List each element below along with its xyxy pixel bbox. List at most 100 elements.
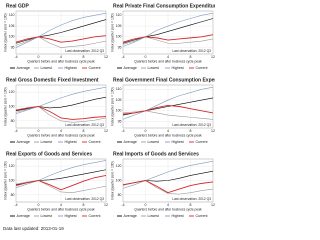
legend-label: Average (17, 140, 30, 144)
y-axis-label: Index (quarter zero = 100) (3, 161, 7, 199)
y-tick-label: 110 (116, 13, 122, 17)
series-line (122, 36, 214, 45)
legend-label: Average (17, 214, 30, 218)
y-tick-label: 120 (9, 90, 15, 94)
y-axis-label: Index (quarter zero = 100) (3, 13, 7, 51)
series-line (15, 180, 107, 193)
legend-label: Current (89, 140, 101, 144)
y-tick-label: 100 (9, 104, 15, 108)
legend-label: Highest (172, 66, 184, 70)
legend-label: Current (196, 214, 208, 218)
series-line (122, 18, 214, 44)
legend-label: Lowest (41, 214, 52, 218)
x-tick-label: 0 (145, 203, 147, 207)
y-axis-label: Index (quarter zero = 100) (110, 87, 114, 125)
y-tick-label: 105 (116, 98, 122, 102)
legend-label: Highest (65, 214, 77, 218)
series-line (122, 110, 214, 120)
legend-label: Current (196, 140, 208, 144)
chart-title: Real GDP (6, 3, 29, 9)
x-tick-label: 12 (211, 203, 215, 207)
chart-title: Real Gross Domestic Fixed Investment (6, 77, 99, 83)
y-axis-label: Index (quarter zero = 100) (3, 87, 7, 125)
series-line (122, 86, 214, 120)
x-tick-label: 0 (145, 55, 147, 59)
y-tick-label: 95 (118, 119, 122, 123)
x-axis-label: Quarters before and after business cycle… (27, 207, 95, 211)
y-tick-label: 120 (9, 164, 15, 168)
annotation: Last observation: 2012 Q3 (65, 49, 104, 53)
x-tick-label: 0 (145, 129, 147, 133)
legend-label: Current (89, 214, 101, 218)
series-line (15, 35, 107, 43)
annotation: Last observation: 2012 Q3 (172, 123, 211, 127)
series-line (15, 19, 107, 44)
x-axis-label: Quarters before and after business cycle… (27, 133, 95, 137)
series-line (122, 104, 214, 115)
chart-title: Real Imports of Goods and Services (113, 151, 199, 157)
series-line (15, 96, 107, 112)
y-tick-label: 100 (9, 178, 15, 182)
y-tick-label: 80 (11, 119, 15, 123)
x-tick-label: 4 (60, 129, 62, 133)
legend-label: Highest (65, 140, 77, 144)
x-tick-label: 8 (190, 129, 192, 133)
legend-label: Average (124, 140, 137, 144)
y-tick-label: 120 (116, 164, 122, 168)
x-tick-label: 12 (211, 129, 215, 133)
legend-label: Highest (172, 214, 184, 218)
page: Data last updated: 2013-01-19 Real GDP 95… (3, 3, 215, 232)
x-tick-label: 8 (83, 55, 85, 59)
x-tick-label: -4 (121, 55, 124, 59)
y-tick-label: 100 (116, 109, 122, 113)
chart-panel: Real Imports of Goods and Services801001… (110, 151, 215, 218)
x-tick-label: 4 (167, 203, 169, 207)
y-tick-label: 100 (116, 178, 122, 182)
y-tick-label: 110 (9, 13, 15, 17)
x-axis-label: Quarters before and after business cycle… (134, 59, 202, 63)
annotation: Last observation: 2012 Q3 (172, 49, 211, 53)
annotation: Last observation: 2012 Q3 (172, 197, 211, 201)
series-line (122, 34, 214, 43)
x-axis-label: Quarters before and after business cycle… (134, 133, 202, 137)
x-tick-label: 12 (104, 203, 108, 207)
x-tick-label: 12 (104, 55, 108, 59)
y-tick-label: 105 (116, 24, 122, 28)
series-line (15, 86, 107, 114)
x-tick-label: 12 (104, 129, 108, 133)
y-axis-label: Index (quarter zero = 100) (110, 13, 114, 51)
legend-label: Current (196, 66, 208, 70)
x-tick-label: 8 (190, 55, 192, 59)
chart-panel: Real Exports of Goods and Services801001… (3, 151, 108, 218)
x-tick-label: 8 (83, 129, 85, 133)
chart-panel: Real Government Final Consumption Expend… (110, 77, 215, 144)
y-tick-label: 95 (11, 45, 15, 49)
y-tick-label: 80 (118, 193, 122, 197)
series-line (15, 106, 107, 120)
x-tick-label: 4 (167, 55, 169, 59)
legend-label: Highest (65, 66, 77, 70)
legend-label: Lowest (41, 140, 52, 144)
x-tick-label: -4 (14, 203, 17, 207)
y-axis-label: Index (quarter zero = 100) (110, 161, 114, 199)
x-tick-label: 4 (167, 129, 169, 133)
legend-label: Lowest (148, 214, 159, 218)
legend-label: Current (89, 66, 101, 70)
footer: Data last updated: 2013-01-19 (3, 226, 64, 231)
legend-label: Lowest (148, 66, 159, 70)
x-axis-label: Quarters before and after business cycle… (134, 207, 202, 211)
legend-label: Average (17, 66, 30, 70)
chart-panel: Real GDP 95 100 105 110 -4 0 4 8 12 Quarters befor… (3, 3, 108, 70)
y-tick-label: 80 (11, 193, 15, 197)
series-line (15, 106, 107, 123)
x-tick-label: -4 (14, 55, 17, 59)
series-line (15, 12, 107, 48)
series-line (15, 36, 107, 48)
y-tick-label: 100 (9, 35, 15, 39)
legend-label: Lowest (148, 140, 159, 144)
x-axis-label: Quarters before and after business cycle… (27, 59, 95, 63)
x-tick-label: -4 (121, 129, 124, 133)
legend-label: Lowest (41, 66, 52, 70)
annotation: Last observation: 2012 Q3 (65, 123, 104, 127)
x-tick-label: 8 (190, 203, 192, 207)
